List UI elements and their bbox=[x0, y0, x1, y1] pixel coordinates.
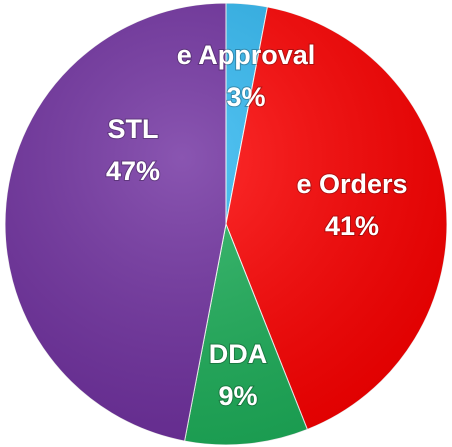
slice-label: DDA bbox=[209, 339, 268, 369]
slice-label: STL bbox=[108, 114, 159, 144]
slice-label: e Approval bbox=[177, 40, 316, 70]
slice-value-label: 3% bbox=[226, 82, 265, 112]
slice-label: e Orders bbox=[296, 169, 407, 199]
labels: e Approval 3% e Orders 41% DDA 9% STL 47% bbox=[105, 39, 409, 412]
slice-value-label: 41% bbox=[325, 211, 379, 241]
slice-value-label: 47% bbox=[106, 156, 160, 186]
slice-value-label: 9% bbox=[218, 381, 257, 411]
